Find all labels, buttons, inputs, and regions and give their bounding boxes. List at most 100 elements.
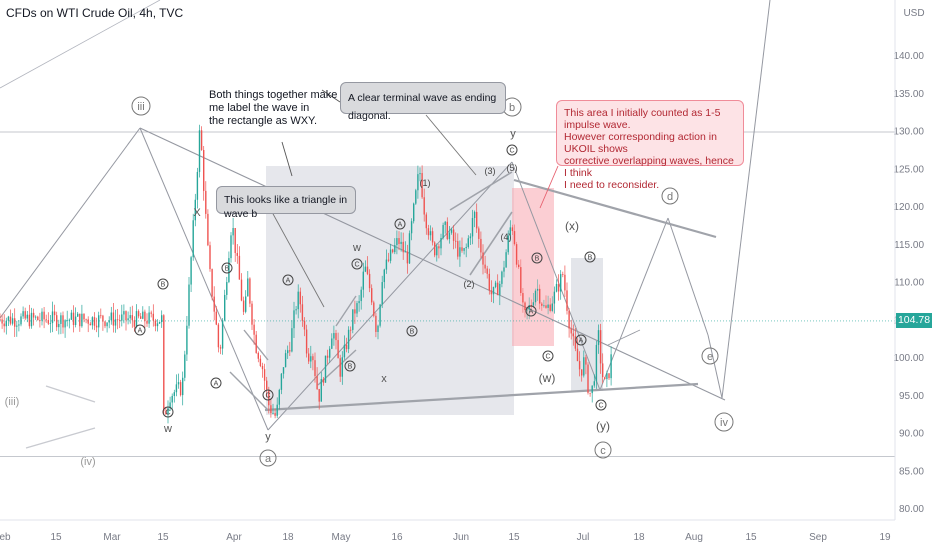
- candle-body: [457, 241, 459, 257]
- wave-label-C: C: [262, 389, 274, 401]
- wave-label-C: C: [506, 144, 518, 156]
- candle-body: [211, 269, 213, 297]
- wave-label-text: C: [265, 393, 270, 400]
- note-arrow: [321, 89, 341, 103]
- wave-label-A: A: [210, 377, 222, 389]
- callout-line: However corresponding action in UKOIL sh…: [564, 131, 717, 155]
- candle-body: [112, 312, 115, 326]
- wave-label-y_paren: (y): [596, 419, 610, 433]
- candle-body: [104, 321, 106, 327]
- wave-label-text: A: [138, 328, 143, 335]
- callout-terminal[interactable]: A clear terminal wave as ending diagonal…: [340, 82, 506, 122]
- callout-text: A clear terminal wave as ending diagonal…: [348, 92, 497, 122]
- candle-body: [364, 266, 367, 272]
- wave-label-B: B: [157, 278, 169, 290]
- candle-body: [511, 227, 514, 232]
- candle-body: [140, 316, 142, 319]
- y-tick-label: 90.00: [899, 429, 924, 440]
- candle-body: [343, 344, 346, 358]
- candle-body: [589, 392, 591, 394]
- diagonal-line: [469, 211, 513, 276]
- candle-body: [209, 245, 211, 270]
- candle-body: [66, 319, 68, 321]
- wave-label-n1: (1): [420, 178, 431, 188]
- candle-body: [492, 286, 495, 295]
- candle-body: [534, 290, 537, 303]
- wave-label-circle: [701, 347, 719, 365]
- candle-body: [331, 338, 333, 349]
- candle-body: [524, 302, 526, 311]
- candle-body: [419, 173, 421, 175]
- candle-body: [301, 304, 304, 321]
- candle-body: [274, 413, 276, 416]
- candle-body: [205, 190, 207, 214]
- x-tick-label: Jun: [453, 532, 469, 543]
- candle-body: [177, 382, 180, 385]
- y-tick-label: 110.00: [894, 278, 924, 289]
- wave-label-text: d: [667, 191, 673, 203]
- candle-body: [383, 269, 385, 283]
- candle-body: [169, 402, 171, 409]
- y-tick-label: 80.00: [899, 504, 924, 515]
- candle-body: [501, 271, 503, 284]
- candle-body: [110, 312, 112, 321]
- wave-label-x_paren: (x): [565, 219, 579, 233]
- candle-body: [137, 311, 140, 317]
- wave-label-text: B: [161, 282, 166, 289]
- candle-body: [547, 304, 549, 308]
- candle-body: [522, 293, 524, 303]
- candle-body: [549, 304, 551, 311]
- candle-body: [1, 319, 3, 324]
- wave-label-B: B: [531, 252, 543, 264]
- wave-label-text: B: [535, 256, 540, 263]
- candle-body: [375, 315, 377, 332]
- candle-body: [16, 325, 18, 327]
- x-tick-label: May: [332, 532, 351, 543]
- callout-ukoil[interactable]: This area I initially counted as 1-5 imp…: [556, 100, 744, 191]
- y-tick-label: 125.00: [893, 164, 924, 175]
- candle-body: [528, 305, 530, 310]
- x-tick-label: 19: [879, 532, 891, 543]
- candle-body: [465, 247, 467, 249]
- candle-body: [257, 352, 259, 359]
- candle-body: [228, 258, 230, 283]
- wave-label-circle: [259, 449, 277, 467]
- wave-label-A: A: [282, 274, 294, 286]
- callout-triangle[interactable]: This looks like a triangle in wave b: [216, 186, 356, 220]
- note-arrow: [281, 141, 293, 177]
- candle-body: [452, 229, 455, 241]
- wave-line: [267, 161, 513, 431]
- y-tick-label: 120.00: [893, 202, 924, 213]
- candle-body: [417, 174, 419, 191]
- candle-body: [431, 231, 434, 243]
- wave-line: [721, 0, 771, 399]
- wave-label-X: X: [193, 207, 201, 219]
- candle-body: [203, 149, 205, 191]
- candle-body: [268, 389, 270, 406]
- candle-body: [570, 328, 572, 334]
- candle-body: [581, 369, 583, 376]
- candle-body: [198, 130, 201, 172]
- x-tick-label: 15: [157, 532, 169, 543]
- triangle-line: [25, 427, 96, 449]
- candle-body: [450, 229, 453, 233]
- candle-body: [488, 273, 490, 291]
- candle-body: [595, 344, 598, 382]
- wave-label-iv: iv: [714, 412, 734, 432]
- candle-body: [583, 357, 585, 376]
- candle-body: [217, 324, 220, 348]
- diagonal-line: [449, 171, 513, 211]
- note-line: me label the wave in: [209, 102, 310, 114]
- wave-label-text: C: [545, 354, 550, 361]
- candles: [0, 124, 612, 424]
- wave-label-circle: [531, 252, 543, 264]
- candle-body: [541, 303, 543, 306]
- wave-label-circle: [406, 325, 418, 337]
- candle-body: [0, 319, 1, 321]
- candle-body: [425, 214, 427, 229]
- wave-label-circle: [162, 406, 174, 418]
- callout-pointer: [425, 114, 477, 176]
- candle-body: [53, 311, 56, 316]
- candle-body: [429, 231, 432, 236]
